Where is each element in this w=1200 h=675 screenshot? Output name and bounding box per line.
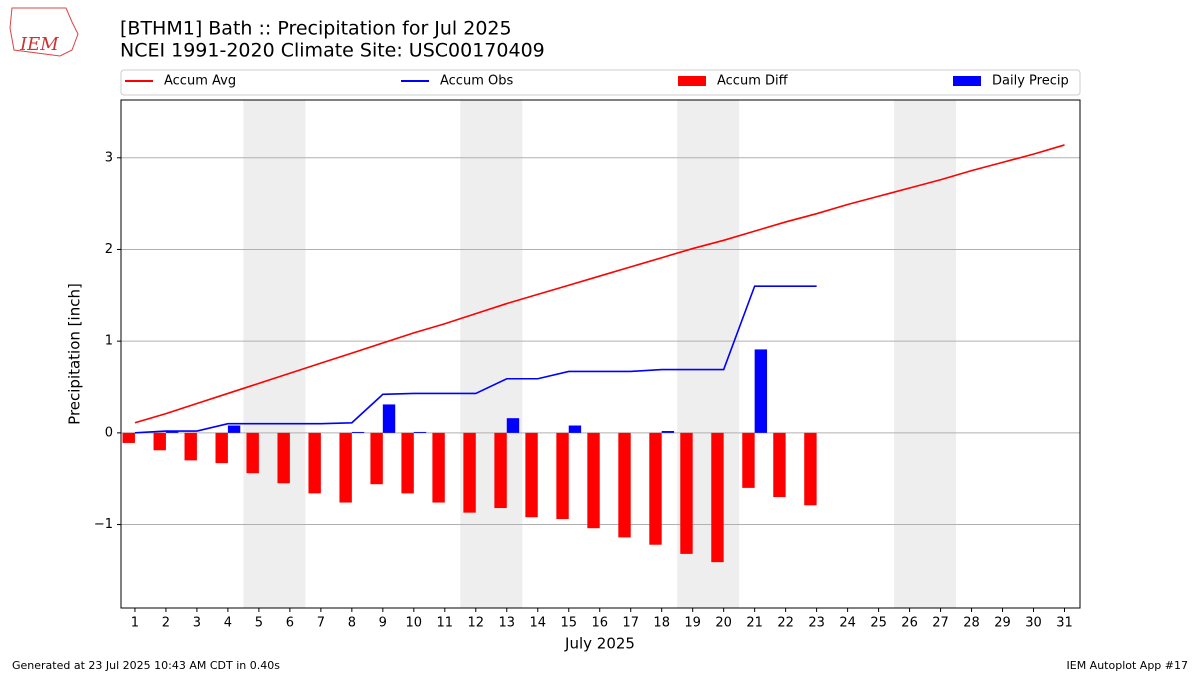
bar xyxy=(463,432,476,513)
bar xyxy=(215,432,228,464)
x-tick-label: 23 xyxy=(808,616,825,631)
bar xyxy=(401,432,414,494)
bar xyxy=(153,432,166,451)
bar xyxy=(122,432,135,443)
x-tick-label: 30 xyxy=(1025,616,1042,631)
x-tick-label: 7 xyxy=(317,616,325,631)
bar xyxy=(184,432,197,461)
x-tick-label: 24 xyxy=(839,616,856,631)
x-tick-label: 25 xyxy=(870,616,887,631)
line xyxy=(134,285,817,434)
x-tick-label: 27 xyxy=(932,616,949,631)
legend-box xyxy=(120,69,1081,96)
x-tick-label: 18 xyxy=(653,616,670,631)
bar xyxy=(711,432,724,563)
x-tick-label: 19 xyxy=(684,616,701,631)
weekend-band xyxy=(243,100,306,608)
bar xyxy=(754,349,768,433)
bar xyxy=(308,432,321,494)
chart-title: [BTHM1] Bath :: Precipitation for Jul 20… xyxy=(120,18,512,40)
bar xyxy=(339,432,352,503)
y-tick-label: 3 xyxy=(105,150,113,165)
x-tick-label: 9 xyxy=(379,616,387,631)
bar xyxy=(661,431,675,433)
x-tick-label: 8 xyxy=(348,616,356,631)
x-tick-label: 28 xyxy=(963,616,980,631)
x-tick-label: 3 xyxy=(193,616,201,631)
x-tick-label: 29 xyxy=(994,616,1011,631)
legend-label: Daily Precip xyxy=(992,74,1069,89)
legend-swatch xyxy=(678,76,706,86)
x-tick-label: 15 xyxy=(560,616,577,631)
x-tick-label: 4 xyxy=(224,616,232,631)
x-tick-label: 26 xyxy=(901,616,918,631)
bar xyxy=(587,432,600,529)
y-axis-label: Precipitation [inch] xyxy=(66,283,84,425)
x-tick-label: 14 xyxy=(529,616,546,631)
footer-left: Generated at 23 Jul 2025 10:43 AM CDT in… xyxy=(12,659,280,672)
chart-subtitle: NCEI 1991-2020 Climate Site: USC00170409 xyxy=(120,40,545,62)
bar xyxy=(246,432,259,474)
legend-label: Accum Diff xyxy=(717,74,789,89)
x-tick-label: 22 xyxy=(777,616,794,631)
x-tick-label: 12 xyxy=(468,616,485,631)
bar xyxy=(370,432,383,485)
logo-outline xyxy=(9,7,79,57)
bar xyxy=(165,431,179,433)
x-tick-label: 31 xyxy=(1056,616,1073,631)
bar xyxy=(494,432,507,509)
y-tick-label: −1 xyxy=(94,517,113,532)
weekend-band xyxy=(460,100,523,608)
bar xyxy=(618,432,631,538)
footer-right: IEM Autoplot App #17 xyxy=(1067,659,1189,672)
bar xyxy=(804,432,817,506)
bar xyxy=(556,432,569,520)
legend-label: Accum Avg xyxy=(164,74,236,89)
bar xyxy=(227,425,241,433)
bar xyxy=(525,432,538,518)
legend-swatch xyxy=(953,76,981,86)
y-tick-label: 2 xyxy=(105,242,113,257)
bar xyxy=(432,432,445,503)
x-tick-label: 21 xyxy=(746,616,763,631)
weekend-band xyxy=(894,100,957,608)
x-tick-label: 11 xyxy=(437,616,454,631)
bar xyxy=(277,432,290,484)
line xyxy=(134,144,1065,424)
x-axis-label: July 2025 xyxy=(564,635,635,653)
bar xyxy=(649,432,662,545)
logo: IEM xyxy=(19,34,59,55)
legend-label: Accum Obs xyxy=(440,74,513,89)
x-tick-label: 6 xyxy=(286,616,294,631)
x-tick-label: 5 xyxy=(255,616,263,631)
bar xyxy=(351,431,365,433)
plot-frame xyxy=(120,99,1081,609)
y-tick-label: 0 xyxy=(105,425,113,440)
x-tick-label: 2 xyxy=(162,616,170,631)
x-tick-label: 17 xyxy=(622,616,639,631)
bar xyxy=(773,432,786,498)
bar xyxy=(742,432,755,488)
y-tick-label: 1 xyxy=(105,334,113,349)
x-tick-label: 16 xyxy=(591,616,608,631)
x-tick-label: 13 xyxy=(498,616,515,631)
x-tick-label: 20 xyxy=(715,616,732,631)
bar xyxy=(382,404,396,433)
bar xyxy=(680,432,693,554)
bar xyxy=(568,425,582,433)
bar xyxy=(413,431,427,433)
x-tick-label: 1 xyxy=(131,616,139,631)
bar xyxy=(506,418,520,433)
x-tick-label: 10 xyxy=(406,616,423,631)
